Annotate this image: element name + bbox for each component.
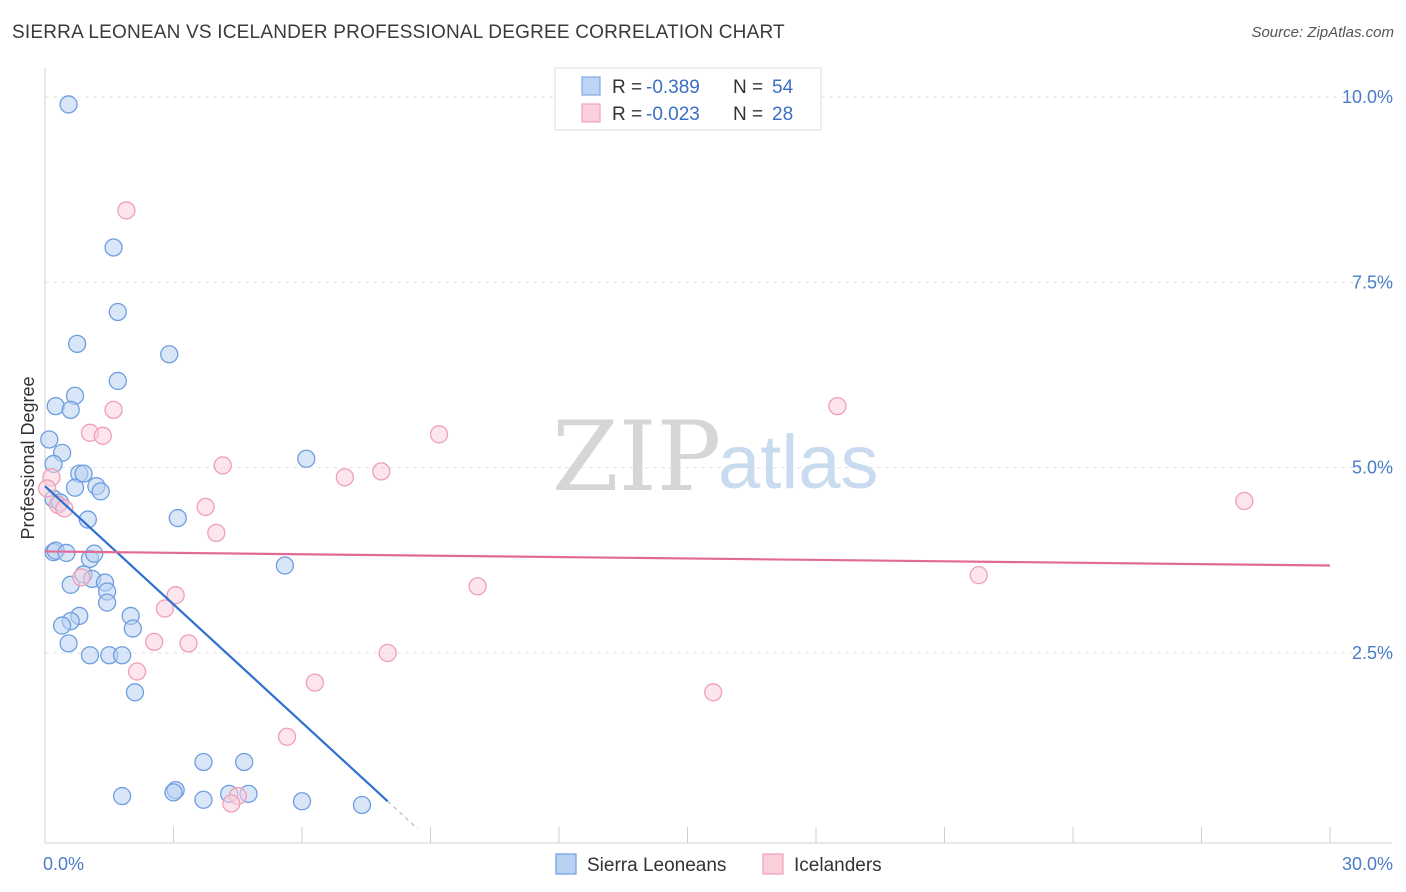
sierra-leoneans-point xyxy=(57,543,76,563)
sierra-leoneans-point xyxy=(108,302,127,322)
sierra-leoneans-point xyxy=(97,593,117,612)
icelanders-point xyxy=(117,201,136,220)
x-tick-label: 30.0% xyxy=(1342,854,1393,874)
y-axis-title: Professional Degree xyxy=(18,376,38,539)
stats-n-value: 28 xyxy=(772,104,793,125)
sierra-leoneans-point xyxy=(104,238,123,257)
stats-swatch xyxy=(581,76,601,96)
sierra-leoneans-point xyxy=(61,400,80,419)
sierra-leoneans-point xyxy=(59,95,78,114)
sierra-leoneans-point xyxy=(160,345,179,364)
watermark-atlas: atlas xyxy=(718,420,879,505)
icelanders-point xyxy=(72,568,91,587)
icelanders-point xyxy=(969,566,988,585)
source-label: Source: ZipAtlas.com xyxy=(1251,24,1394,41)
stats-r-label: R = xyxy=(612,104,642,125)
stats-legend: R = -0.389 N = 54 R = -0.023 N = 28 xyxy=(554,67,822,131)
y-tick-label: 2.5% xyxy=(1352,643,1393,663)
icelanders-point xyxy=(222,794,241,813)
sierra-leoneans-point xyxy=(91,482,110,501)
icelanders-trend-line xyxy=(44,550,1331,567)
icelanders-point xyxy=(1235,491,1254,511)
stats-r-value: -0.389 xyxy=(646,77,700,98)
sierra-leoneans-point xyxy=(85,544,104,563)
series-legend: Sierra Leoneans Icelanders xyxy=(555,853,882,876)
icelanders-point xyxy=(127,662,147,681)
stats-n-label: N = xyxy=(733,77,763,98)
sierra-leoneans-trend-extension xyxy=(387,800,419,830)
tick-labels: 2.5% 5.0% 7.5% 10.0% 0.0% 30.0% xyxy=(43,87,1393,874)
icelanders-point xyxy=(93,426,112,445)
sierra-leoneans-point xyxy=(59,634,78,653)
icelanders-point xyxy=(213,456,232,475)
sierra-leoneans-point xyxy=(125,683,145,702)
sierra-leoneans-point xyxy=(52,616,72,635)
sierra-leoneans-trend-line xyxy=(44,485,389,803)
icelanders-point xyxy=(55,499,74,518)
series-legend-label: Sierra Leoneans xyxy=(587,855,726,876)
data-points xyxy=(37,95,1254,815)
sierra-leoneans-point xyxy=(112,646,132,665)
icelanders-point xyxy=(335,468,354,487)
sierra-leoneans-point xyxy=(194,790,213,809)
series-legend-label: Icelanders xyxy=(794,855,882,876)
stats-n-label: N = xyxy=(733,104,763,125)
x-tick-label: 0.0% xyxy=(43,854,84,874)
chart-title: SIERRA LEONEAN VS ICELANDER PROFESSIONAL… xyxy=(12,22,785,43)
icelanders-point xyxy=(468,577,487,596)
sierra-leoneans-point xyxy=(112,786,132,806)
icelanders-point xyxy=(277,727,297,746)
sierra-leoneans-point xyxy=(74,464,93,483)
y-tick-label: 7.5% xyxy=(1352,272,1393,292)
y-tick-label: 10.0% xyxy=(1342,87,1393,107)
icelanders-point xyxy=(429,425,449,444)
stats-r-label: R = xyxy=(612,77,642,98)
gridlines xyxy=(45,96,1392,654)
series-legend-swatch xyxy=(762,853,784,875)
sierra-leoneans-point xyxy=(78,510,97,529)
icelanders-point xyxy=(166,586,185,605)
sierra-leoneans-point xyxy=(67,334,87,354)
sierra-leoneans-point xyxy=(194,752,213,772)
icelanders-point xyxy=(378,643,397,663)
axes xyxy=(44,68,1392,844)
y-tick-label: 5.0% xyxy=(1352,458,1393,478)
icelanders-point xyxy=(704,683,723,702)
icelanders-point xyxy=(207,523,226,543)
icelanders-point xyxy=(155,599,175,618)
icelanders-point xyxy=(828,396,847,416)
trend-lines xyxy=(44,485,1331,830)
sierra-leoneans-point xyxy=(123,619,142,638)
icelanders-point xyxy=(179,634,198,653)
icelanders-point xyxy=(145,632,164,652)
sierra-leoneans-point xyxy=(46,396,65,416)
stats-swatch xyxy=(581,103,601,123)
sierra-leoneans-point xyxy=(108,371,127,391)
sierra-leoneans-point xyxy=(164,783,183,802)
sierra-leoneans-point xyxy=(80,646,100,665)
sierra-leoneans-point xyxy=(168,508,187,528)
icelanders-point xyxy=(104,400,123,419)
sierra-leoneans-point xyxy=(352,795,372,815)
icelanders-point xyxy=(196,497,215,517)
sierra-leoneans-point xyxy=(40,430,59,449)
sierra-leoneans-point xyxy=(292,792,312,811)
watermark-zip: ZIP xyxy=(552,401,721,513)
icelanders-point xyxy=(305,673,325,692)
sierra-leoneans-point xyxy=(297,449,316,468)
icelanders-point xyxy=(372,462,391,481)
sierra-leoneans-point xyxy=(65,478,85,497)
sierra-leoneans-point xyxy=(235,752,254,772)
stats-n-value: 54 xyxy=(772,77,794,98)
sierra-leoneans-point xyxy=(275,556,295,575)
stats-r-value: -0.023 xyxy=(646,104,700,125)
series-legend-swatch xyxy=(555,853,577,875)
